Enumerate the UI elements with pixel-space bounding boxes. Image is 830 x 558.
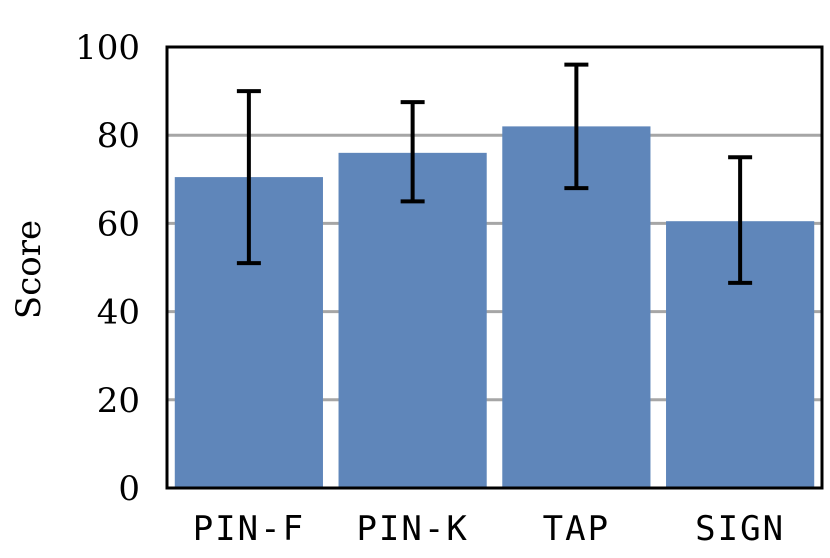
y-tick-labels: 0 20 40 60 80 100 [75,28,140,509]
bar-pin-k [338,152,487,488]
x-tick-label-pin-k: PIN-K [356,509,468,549]
y-axis-title: Score [9,220,49,319]
y-tick-label: 20 [97,381,140,421]
bars [174,126,815,488]
error-bar-pin-f [236,89,261,266]
x-tick-labels: PIN-F PIN-K TAP SIGN [193,509,785,549]
x-tick-label-pin-f: PIN-F [193,509,305,549]
plot-frame [165,45,824,490]
error-bar-tap [564,62,589,191]
error-bar-pin-k [400,100,425,204]
error-bars [236,62,753,285]
x-tick-label-sign: SIGN [695,509,785,549]
y-tick-label: 100 [75,28,140,68]
error-bar-sign [728,155,753,285]
y-tick-label: 40 [97,293,140,333]
y-tick-label: 80 [97,116,140,156]
y-tick-label: 60 [97,204,140,244]
x-tick-label-tap: TAP [543,509,610,549]
y-tick-label: 0 [118,469,140,509]
